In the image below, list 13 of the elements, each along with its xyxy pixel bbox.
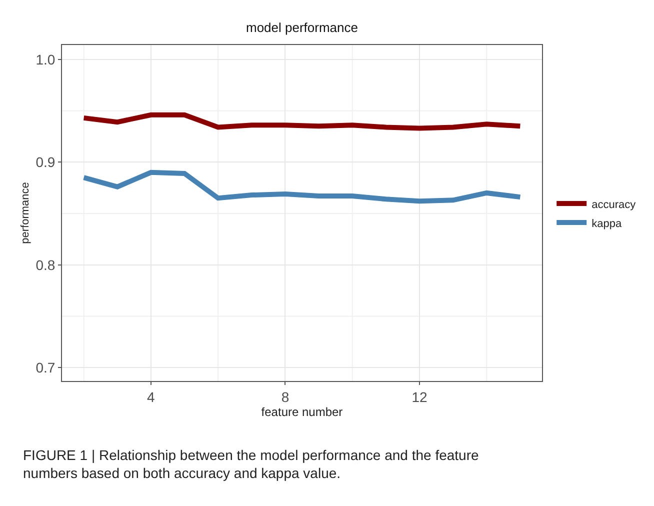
y-tick-label: 1.0 [36, 51, 56, 68]
legend-label: kappa [592, 218, 622, 230]
x-tick-label: 8 [281, 388, 290, 405]
legend-label: accuracy [592, 198, 636, 211]
chart-title: model performance [246, 20, 358, 35]
x-axis-title: feature number [261, 404, 343, 419]
x-tick-label: 12 [412, 388, 428, 405]
x-tick-label: 4 [147, 388, 156, 405]
y-tick-label: 0.7 [36, 360, 56, 376]
caption: FIGURE 1 | Relationship between the model performance and the feature numbers based on both accuracy and kappa value. [23, 447, 479, 482]
y-axis-title: performance [19, 182, 32, 244]
y-tick-label: 0.8 [36, 256, 56, 273]
y-tick-label: 0.9 [36, 154, 56, 170]
